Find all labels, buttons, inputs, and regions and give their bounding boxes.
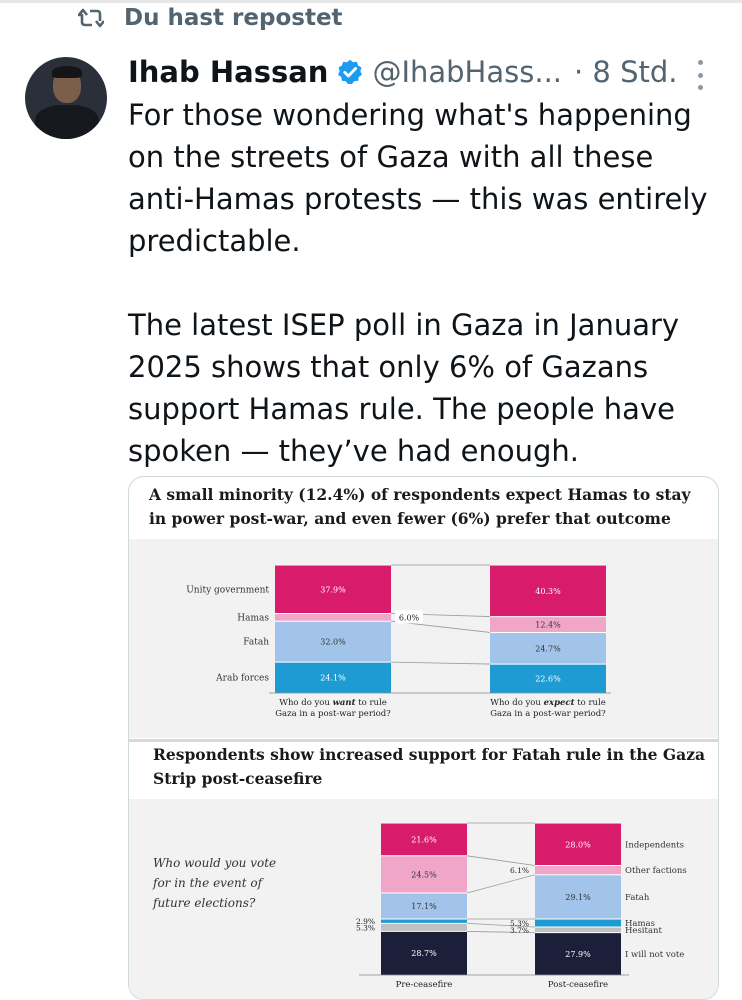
chart-data-label: 40.3%: [535, 587, 561, 596]
chart1-svg: 24.1% 22.6% 32.0% 24.7% 6.0% 12.4% 37.9% 40.3% A…: [186, 564, 611, 719]
chart-bar-segment: [275, 621, 391, 663]
chart-data-label: 3.7%: [510, 926, 529, 935]
tweet-media-image[interactable]: A small minority (12.4%) of respondents …: [128, 476, 719, 1000]
chart-data-label: 6.1%: [510, 866, 529, 875]
chart-data-label: 24.1%: [320, 674, 346, 683]
chart-data-label: 27.9%: [565, 950, 591, 959]
chart-bar-segment: [275, 613, 391, 622]
chart-data-label: 32.0%: [320, 638, 346, 647]
chart-category-label: Post-ceasefire: [548, 980, 608, 990]
chart-series-label: Unity government: [186, 585, 269, 595]
chart-divider: [129, 739, 718, 742]
chart-category-label: Who do you want to rule: [279, 698, 387, 708]
chart-series-label: I will not vote: [625, 950, 684, 960]
tweet-timestamp[interactable]: · 8 Std.: [574, 55, 678, 89]
chart-bar-segment: [275, 565, 391, 614]
chart1-panel: 24.1% 22.6% 32.0% 24.7% 6.0% 12.4% 37.9% 40.3% A…: [129, 539, 718, 738]
chart-bar-segment: [535, 874, 621, 919]
chart-label-background: [395, 610, 423, 624]
tweet-text: For those wondering what's happening on …: [128, 94, 728, 472]
author-name[interactable]: Ihab Hassan: [128, 55, 329, 89]
chart-category-label: Who do you expect to rule: [490, 698, 606, 708]
chart-data-label: 17.1%: [411, 902, 437, 911]
chart2-svg: 28.7% 27.9%5.3% 3.7%2.9% 5.3%17.1%29.1%24.5…: [152, 822, 687, 990]
verified-badge-icon: [338, 59, 363, 85]
avatar[interactable]: [25, 57, 107, 139]
chart-bar-segment: [535, 823, 621, 866]
chart2-title: Respondents show increased support for F…: [153, 745, 706, 788]
chart-bar-segment: [490, 664, 606, 693]
chart-bar-segment: [535, 918, 621, 928]
author-handle[interactable]: @IhabHass...: [372, 55, 562, 89]
chart-connector-line: [390, 661, 491, 665]
chart-series-label: Fatah: [243, 638, 269, 648]
chart-question-text: Who would you vote: [153, 856, 276, 870]
chart-bar-segment: [535, 932, 621, 975]
chart-category-label: Pre-ceasefire: [396, 980, 453, 990]
chart-category-label: Gaza in a post-war period?: [275, 709, 391, 719]
chart-question-text: future elections?: [152, 896, 256, 910]
chart-bar-segment: [381, 823, 467, 856]
chart-data-label: 28.7%: [411, 949, 437, 958]
chart-series-label: Hamas: [625, 919, 655, 929]
tweet-header: Ihab Hassan @IhabHass... · 8 Std.: [128, 52, 678, 92]
chart2-panel: 28.7% 27.9% 5.3% 3.7% 2.9% 5.3% 17.1% 29.1% 24.5…: [129, 799, 718, 999]
chart-data-label: 24.7%: [535, 644, 561, 653]
chart-bar-segment: [535, 927, 621, 933]
top-divider: [0, 0, 742, 3]
chart-bar-segment: [381, 923, 467, 932]
chart-data-label: 37.9%: [320, 585, 346, 594]
chart-series-label: Hesitant: [625, 926, 662, 936]
chart-bar-segment: [381, 918, 467, 924]
chart-bar-segment: [381, 931, 467, 975]
tweet-paragraph: For those wondering what's happening on …: [128, 98, 708, 258]
chart-bar-segment: [490, 616, 606, 633]
chart-data-label: 22.6%: [535, 675, 561, 684]
chart-data-label: 6.0%: [399, 613, 420, 622]
chart-bar-segment: [275, 662, 391, 693]
chart-data-label: 24.5%: [411, 870, 437, 879]
chart-data-label: 5.3%: [356, 923, 375, 932]
chart-bar-segment: [490, 632, 606, 665]
repost-indicator[interactable]: Du hast repostet: [78, 4, 343, 32]
chart-data-label: 2.9%: [356, 917, 375, 926]
chart-series-label: Hamas: [237, 613, 269, 623]
chart-data-label: 5.3%: [510, 919, 529, 928]
chart-series-label: Independents: [625, 840, 684, 850]
chart-data-label: 29.1%: [565, 893, 591, 902]
chart-category-label: Gaza in a post-war period?: [490, 709, 606, 719]
more-options-icon[interactable]: [690, 58, 710, 92]
chart-series-label: Other factions: [625, 866, 687, 876]
tweet-paragraph: The latest ISEP poll in Gaza in January …: [128, 308, 680, 468]
chart-connector-line: [466, 931, 536, 934]
chart-series-label: Arab forces: [215, 674, 269, 684]
repost-label: Du hast repostet: [124, 5, 343, 31]
chart-connector-line: [466, 922, 536, 928]
chart-connector-line: [466, 855, 536, 866]
repost-icon: [78, 8, 104, 28]
chart-data-label: 12.4%: [535, 621, 561, 630]
chart-bar-segment: [490, 565, 606, 617]
chart-bar-segment: [381, 855, 467, 894]
chart-data-label: 28.0%: [565, 840, 591, 849]
chart-connector-line: [466, 874, 536, 894]
chart1-title: A small minority (12.4%) of respondents …: [149, 485, 691, 528]
chart-series-label: Fatah: [625, 893, 650, 903]
chart-question-text: for in the event of: [152, 876, 265, 890]
chart-data-label: 21.6%: [411, 835, 437, 844]
chart-bar-segment: [535, 865, 621, 875]
chart-bar-segment: [381, 893, 467, 919]
